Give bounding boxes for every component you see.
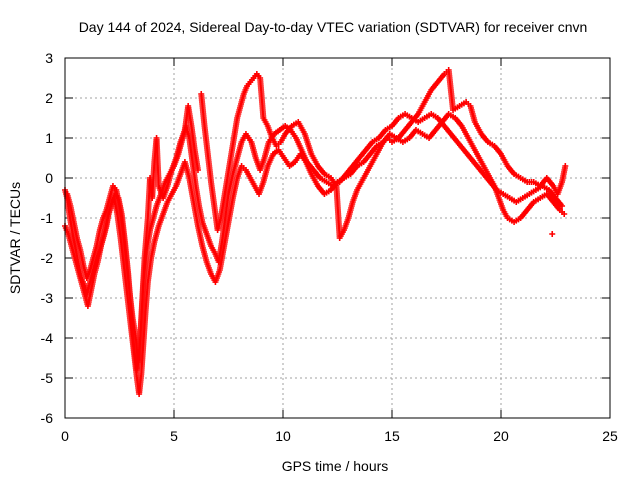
y-tick-label: -5: [41, 370, 54, 386]
x-tick-label: 10: [275, 428, 291, 444]
y-tick-label: 0: [45, 170, 53, 186]
x-axis-title: GPS time / hours: [282, 458, 389, 474]
y-tick-label: 3: [45, 50, 53, 66]
y-tick-labels: -6 -5 -4 -3 -2 -1 0 1 2 3: [41, 50, 54, 426]
y-axis-title: SDTVAR / TECUs: [7, 182, 23, 294]
x-tick-label: 20: [493, 428, 509, 444]
x-tick-label: 5: [170, 428, 178, 444]
y-tick-label: -1: [41, 210, 54, 226]
x-tick-label: 0: [61, 428, 69, 444]
data-point-marker: [549, 231, 556, 237]
data-point-marker: [561, 211, 568, 217]
x-tick-label: 25: [602, 428, 618, 444]
y-tick-label: -4: [41, 330, 54, 346]
y-tick-label: -2: [41, 250, 54, 266]
x-tick-labels: 0 5 10 15 20 25: [61, 428, 618, 444]
x-tick-label: 15: [384, 428, 400, 444]
data-point-marker: [194, 167, 201, 173]
y-tick-label: 2: [45, 90, 53, 106]
data-point-marker: [562, 163, 569, 169]
y-tick-label: -3: [41, 290, 54, 306]
chart-title: Day 144 of 2024, Sidereal Day-to-day VTE…: [79, 19, 588, 35]
y-tick-label: -6: [41, 410, 54, 426]
plot-frame: [64, 57, 611, 419]
data-points: [62, 67, 569, 397]
y-tick-label: 1: [45, 130, 53, 146]
